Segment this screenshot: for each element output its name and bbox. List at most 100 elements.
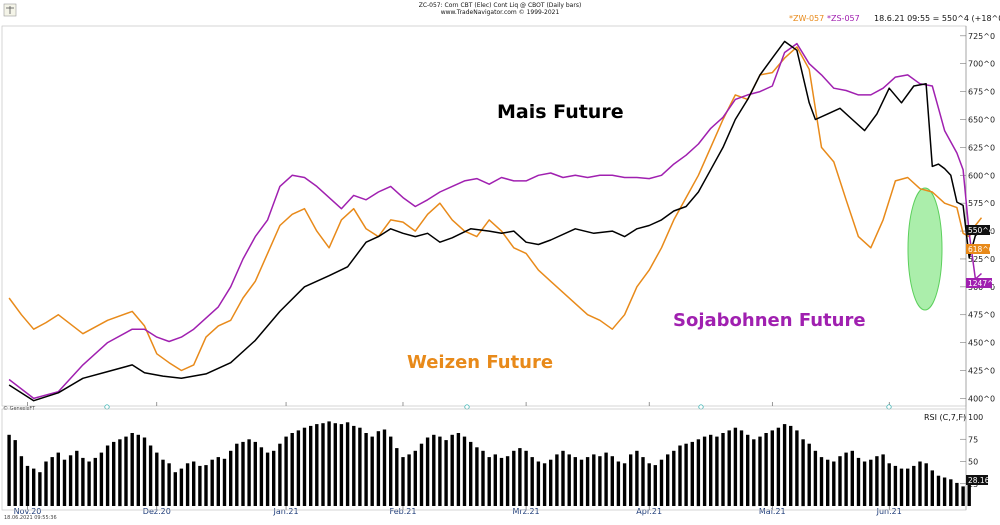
rsi-bar — [142, 437, 147, 506]
time-tick-label: Jan.21 — [273, 507, 299, 516]
badge-rsi-label: 28.16 — [968, 476, 990, 485]
rsi-bar — [401, 457, 405, 506]
rsi-bar — [105, 445, 110, 506]
rsi-bar — [241, 441, 245, 506]
price-tick-label: 600^0 — [968, 171, 995, 180]
rsi-bar — [148, 445, 153, 506]
rsi-bar — [259, 447, 264, 506]
event-marker-icon[interactable] — [698, 404, 704, 410]
rsi-bar — [862, 461, 867, 506]
rsi-bar — [899, 468, 904, 506]
annotation-mais: Mais Future — [497, 101, 624, 123]
price-tick-label: 475^0 — [968, 311, 995, 320]
rsi-bar — [309, 425, 313, 506]
rsi-bar — [161, 459, 165, 506]
rsi-bar — [616, 461, 621, 506]
price-tick-label: 675^0 — [968, 88, 995, 97]
rsi-bars — [7, 421, 971, 507]
rsi-bar — [481, 450, 485, 506]
rsi-bar — [247, 439, 251, 507]
rsi-tick-label: 100 — [968, 413, 983, 422]
rsi-bar — [678, 445, 682, 506]
rsi-bar — [875, 456, 879, 506]
time-tick-label: Apr.21 — [636, 507, 662, 516]
rsi-bar — [272, 450, 276, 506]
rsi-bar — [764, 433, 768, 506]
rsi-bar — [444, 440, 448, 506]
rsi-bar — [512, 450, 516, 506]
rsi-bar — [395, 448, 399, 506]
rsi-bar — [585, 457, 590, 506]
rsi-bar — [475, 447, 479, 506]
rsi-bar — [222, 458, 227, 506]
rsi-bar — [438, 436, 442, 506]
rsi-bar — [253, 441, 257, 506]
rsi-bar — [93, 457, 97, 506]
rsi-bar — [179, 468, 184, 506]
rsi-bar — [739, 430, 744, 506]
series-line-soja — [8, 42, 983, 400]
rsi-bar — [826, 459, 830, 506]
time-tick-label: Jun.21 — [876, 507, 902, 516]
genesis-credit: © GenesisFT — [3, 405, 36, 412]
rsi-bar — [38, 472, 42, 506]
rsi-bar — [801, 439, 805, 507]
rsi-bar — [530, 457, 534, 506]
rsi-bar — [807, 443, 811, 506]
price-tick-label: 425^0 — [968, 367, 995, 376]
rsi-bar — [598, 456, 602, 506]
rsi-bar — [204, 465, 208, 506]
rsi-bar — [758, 436, 762, 506]
annotation-soja: Sojabohnen Future — [673, 310, 866, 331]
rsi-bar — [327, 421, 331, 506]
rsi-bar — [198, 465, 202, 506]
rsi-bar — [87, 461, 91, 506]
rsi-bar — [536, 461, 541, 506]
highlight-ellipse — [907, 187, 943, 311]
rsi-bar — [136, 434, 140, 506]
rsi-bar — [13, 440, 17, 506]
rsi-tick-label: 50 — [968, 458, 978, 467]
rsi-bar — [216, 457, 220, 506]
rsi-bar — [315, 424, 319, 506]
rsi-bar — [32, 468, 36, 506]
rsi-bar — [906, 468, 910, 506]
rsi-bar — [912, 465, 916, 506]
rsi-bar — [345, 422, 350, 506]
rsi-panel-frame — [1, 408, 967, 511]
scale-icon[interactable] — [3, 3, 17, 17]
rsi-bar — [838, 456, 842, 506]
price-tick-label: 575^0 — [968, 199, 995, 208]
event-marker-icon[interactable] — [886, 404, 892, 410]
rsi-bar — [302, 427, 307, 506]
price-tick-label: 450^0 — [968, 339, 995, 348]
legend-zs: *ZS-057 — [827, 14, 860, 23]
rsi-bar — [604, 452, 608, 506]
event-marker-icon[interactable] — [464, 404, 470, 410]
rsi-bar — [112, 441, 116, 506]
series-line-weizen — [8, 46, 983, 372]
rsi-bar — [321, 423, 325, 506]
badge-weizen: 618^6 — [966, 244, 994, 254]
rsi-bar — [709, 434, 713, 506]
rsi-bar — [832, 461, 836, 506]
rsi-bar — [284, 436, 288, 506]
rsi-bar — [352, 425, 356, 506]
chart-source: www.TradeNavigator.com © 1999-2021 — [441, 9, 560, 16]
rsi-bar — [462, 436, 467, 506]
rsi-bar — [672, 450, 676, 506]
rsi-bar — [622, 463, 627, 506]
rsi-bar — [555, 454, 559, 506]
rsi-bar — [893, 465, 898, 506]
event-marker-icon[interactable] — [104, 404, 110, 410]
rsi-bar — [579, 459, 584, 506]
rsi-bar — [573, 457, 577, 506]
rsi-bar — [641, 457, 645, 506]
rsi-bar — [942, 477, 947, 506]
rsi-bar — [635, 450, 639, 506]
rsi-bar — [130, 433, 134, 506]
rsi-bar — [795, 430, 799, 506]
rsi-bar — [296, 430, 301, 506]
